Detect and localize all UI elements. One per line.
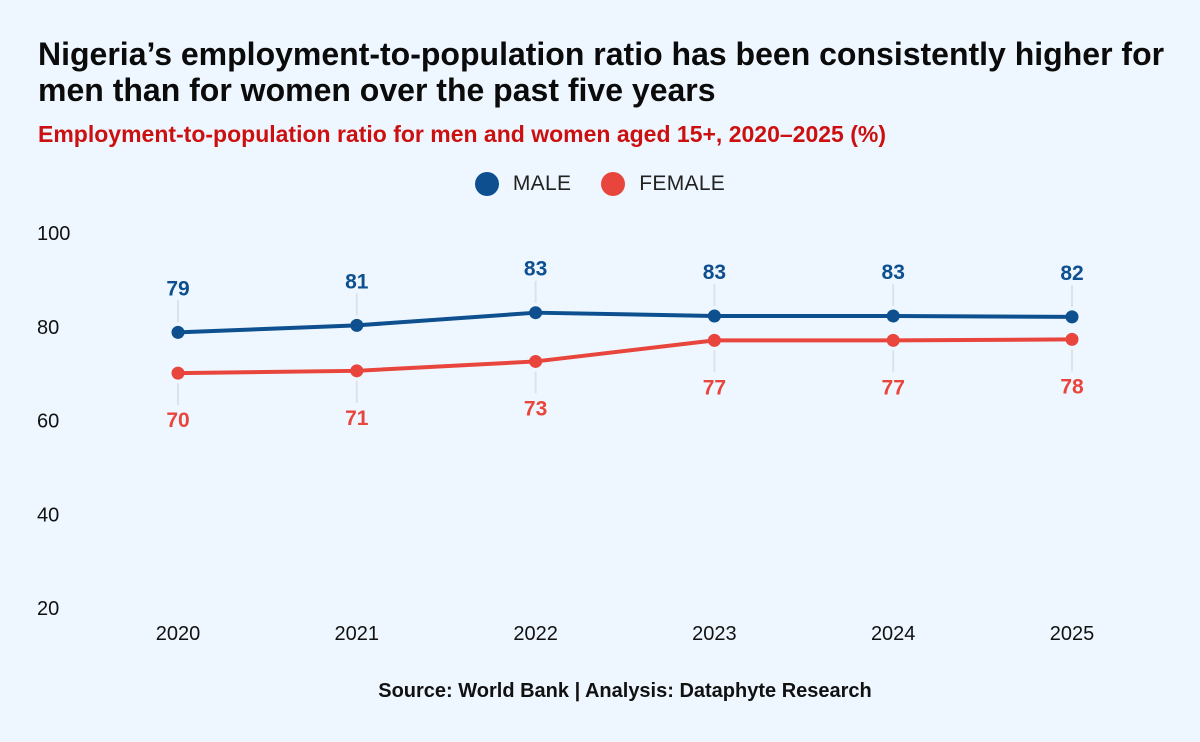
- legend-marker-male: [474, 172, 499, 196]
- data-point-male: [171, 325, 185, 339]
- data-label-male: 83: [882, 261, 905, 284]
- data-point-female: [171, 366, 185, 380]
- data-label-female: 77: [882, 376, 905, 399]
- data-point-male: [350, 318, 364, 332]
- legend-label-female: FEMALE: [639, 172, 726, 195]
- data-point-female: [350, 364, 364, 378]
- y-tick-label: 60: [37, 411, 59, 433]
- chart-title: Nigeria’s employment-to-population ratio…: [38, 36, 1165, 108]
- data-point-male: [886, 309, 900, 323]
- x-tick-label: 2023: [692, 623, 737, 645]
- data-label-female: 70: [166, 409, 189, 432]
- data-point-male: [1065, 310, 1079, 324]
- x-tick-label: 2021: [335, 623, 380, 645]
- legend-item-male: MALE: [474, 172, 572, 196]
- y-tick-label: 40: [37, 504, 59, 526]
- x-tick-label: 2025: [1050, 623, 1095, 645]
- data-label-male: 83: [703, 261, 726, 284]
- legend-marker-female: [601, 172, 626, 196]
- series-line-female: [177, 337, 1073, 376]
- y-tick-label: 80: [37, 317, 59, 339]
- data-point-female: [707, 333, 721, 347]
- chart-subtitle: Employment-to-population ratio for men a…: [38, 121, 886, 147]
- data-label-male: 79: [166, 277, 189, 300]
- x-tick-label: 2022: [513, 623, 558, 645]
- data-label-male: 81: [345, 270, 369, 293]
- y-tick-label: 100: [37, 223, 70, 245]
- source-note: Source: World Bank | Analysis: Dataphyte…: [378, 680, 872, 702]
- data-point-female: [529, 354, 543, 368]
- data-point-female: [886, 333, 900, 347]
- x-tick-label: 2020: [156, 623, 201, 645]
- legend: MALE FEMALE: [0, 172, 1200, 196]
- data-label-female: 77: [703, 376, 726, 399]
- data-point-male: [707, 309, 721, 323]
- series-line-male: [177, 310, 1073, 335]
- data-point-female: [1065, 332, 1079, 346]
- legend-label-male: MALE: [512, 172, 572, 195]
- data-label-female: 73: [524, 397, 547, 420]
- data-label-female: 78: [1060, 375, 1084, 398]
- data-point-male: [529, 306, 543, 320]
- data-label-male: 82: [1060, 262, 1083, 285]
- x-tick-label: 2024: [871, 623, 916, 645]
- data-label-female: 71: [345, 407, 369, 430]
- y-tick-label: 20: [37, 598, 59, 620]
- legend-item-female: FEMALE: [601, 172, 725, 196]
- data-label-male: 83: [524, 258, 547, 281]
